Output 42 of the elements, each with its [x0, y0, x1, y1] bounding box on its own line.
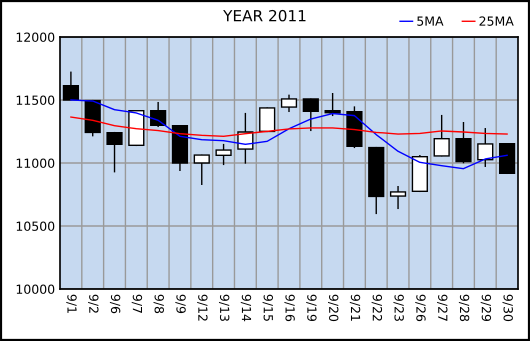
x-tick-label: 9/21: [350, 294, 360, 321]
candlestick: [280, 94, 298, 112]
chart-title: YEAR 2011: [223, 10, 306, 22]
candlestick: [62, 72, 80, 101]
x-tick-label: 9/15: [262, 294, 274, 321]
x-tick-label: 9/28: [458, 294, 470, 322]
legend-label: 5MA: [417, 16, 444, 26]
y-tick-label: 11500: [16, 95, 54, 105]
x-tick-label: 9/20: [328, 294, 338, 322]
x-tick-label: 9/2: [88, 294, 99, 313]
x-tick-label: 9/29: [480, 294, 492, 322]
candlestick: [302, 98, 319, 132]
candlestick: [390, 186, 406, 210]
legend-label: 25MA: [480, 16, 514, 26]
y-tick-label: 10500: [16, 221, 54, 231]
x-tick-label: 9/6: [110, 294, 120, 314]
x-tick-label: 9/8: [154, 294, 164, 314]
x-tick-label: 9/9: [175, 294, 186, 314]
candlestick: [259, 107, 276, 132]
candlestick: [150, 102, 166, 128]
y-tick-label: 11000: [16, 158, 54, 168]
x-tick-label: 9/26: [415, 294, 426, 322]
candlestick: [455, 122, 472, 164]
x-tick-label: 9/7: [132, 294, 142, 313]
candlestick: [324, 93, 341, 116]
x-tick-label: 9/13: [218, 294, 230, 321]
y-tick-label: 12000: [16, 32, 54, 42]
candlestick: [434, 114, 450, 157]
y-tick-label: 10000: [16, 284, 54, 294]
x-tick-label: 9/14: [240, 294, 252, 322]
candlestick: [106, 132, 123, 172]
candlestick: [215, 144, 232, 166]
x-tick-label: 9/12: [197, 294, 208, 321]
x-tick-label: 9/16: [284, 294, 295, 322]
x-tick-label: 9/30: [502, 294, 513, 322]
x-tick-label: 9/27: [437, 294, 448, 321]
candlestick: [194, 154, 210, 185]
x-tick-label: 9/19: [306, 294, 317, 322]
x-tick-label: 9/1: [66, 294, 77, 313]
candlestick: [477, 128, 494, 167]
x-tick-label: 9/22: [372, 294, 382, 321]
x-tick-label: 9/23: [393, 294, 404, 321]
